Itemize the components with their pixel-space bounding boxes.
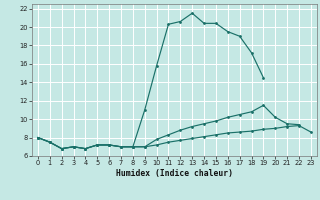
X-axis label: Humidex (Indice chaleur): Humidex (Indice chaleur) <box>116 169 233 178</box>
